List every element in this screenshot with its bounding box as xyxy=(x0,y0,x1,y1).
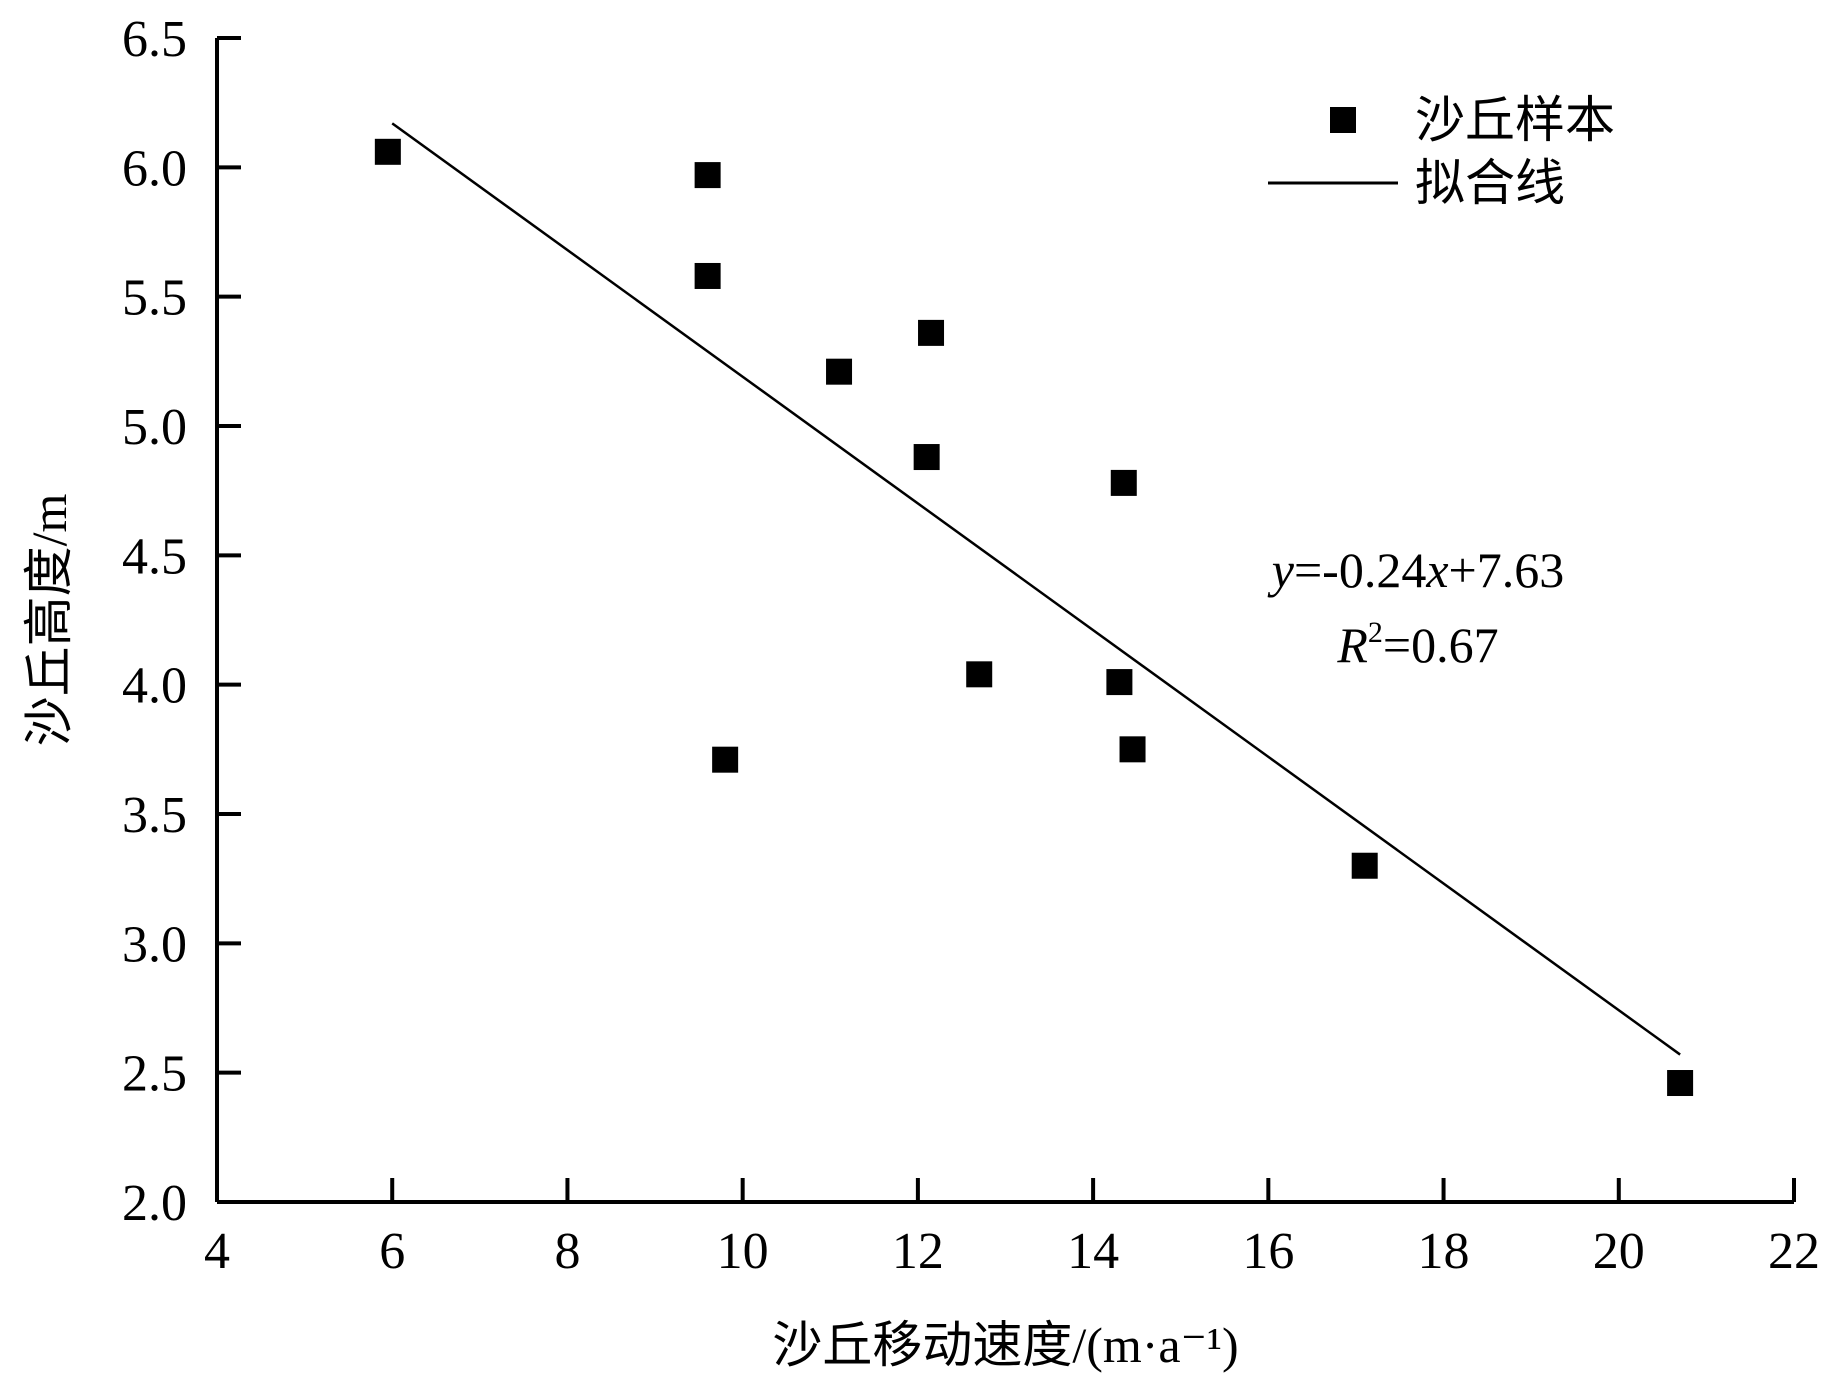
fit-line-layer xyxy=(391,122,1681,1056)
points-layer xyxy=(374,138,1694,1097)
r2-symbol: R xyxy=(1336,617,1368,673)
equation-slope: =-0.24 xyxy=(1294,542,1426,598)
y-tick-label: 4.5 xyxy=(122,528,187,585)
x-tick-label: 10 xyxy=(717,1223,769,1280)
scatter-point xyxy=(694,262,721,289)
y-tick-label: 5.5 xyxy=(122,270,187,327)
legend-marker-sample xyxy=(1330,107,1356,133)
y-ticks: 2.0 2.5 3.0 3.5 4.0 4.5 5.0 5.5 6.0 6.5 xyxy=(122,11,241,1232)
x-tick-label: 6 xyxy=(379,1223,405,1280)
scatter-point xyxy=(913,444,940,471)
y-tick-label: 6.5 xyxy=(122,11,187,68)
y-tick-label: 2.5 xyxy=(122,1046,187,1103)
scatter-point xyxy=(918,319,945,346)
y-tick-label: 6.0 xyxy=(122,140,187,197)
equation-y: y xyxy=(1267,542,1295,598)
r-squared: R2=0.67 xyxy=(1336,616,1498,673)
scatter-point xyxy=(712,746,739,773)
y-tick-label: 3.0 xyxy=(122,916,187,973)
equation-intercept: +7.63 xyxy=(1449,542,1565,598)
scatter-point xyxy=(966,661,993,688)
scatter-point xyxy=(1667,1070,1694,1097)
x-axis-title: 沙丘移动速度/(m·a⁻¹) xyxy=(772,1317,1238,1373)
scatter-point xyxy=(826,358,853,385)
x-tick-label: 12 xyxy=(892,1223,944,1280)
scatter-point xyxy=(694,162,721,189)
x-tick-label: 18 xyxy=(1418,1223,1470,1280)
x-tick-label: 8 xyxy=(554,1223,580,1280)
r2-value: =0.67 xyxy=(1383,617,1499,673)
fit-line xyxy=(391,122,1681,1056)
scatter-point xyxy=(1110,469,1137,496)
scatter-point xyxy=(374,138,401,165)
y-tick-label: 5.0 xyxy=(122,399,187,456)
x-ticks: 4 6 8 10 12 14 16 18 20 22 xyxy=(204,1178,1820,1280)
x-tick-label: 20 xyxy=(1593,1223,1645,1280)
equation-x: x xyxy=(1425,542,1448,598)
x-tick-label: 4 xyxy=(204,1223,230,1280)
x-tick-label: 22 xyxy=(1768,1223,1820,1280)
r2-superscript: 2 xyxy=(1368,616,1383,649)
legend-label-sample: 沙丘样本 xyxy=(1415,92,1615,148)
legend-label-fit: 拟合线 xyxy=(1415,155,1565,211)
regression-equation: y=-0.24x+7.63 xyxy=(1267,542,1564,598)
y-tick-label: 2.0 xyxy=(122,1175,187,1232)
legend: 沙丘样本 拟合线 xyxy=(1268,92,1615,211)
y-tick-label: 3.5 xyxy=(122,787,187,844)
scatter-point xyxy=(1119,736,1146,763)
scatter-point xyxy=(1106,669,1133,696)
y-axis-title: 沙丘高度/m xyxy=(21,494,77,747)
scatter-point xyxy=(1351,852,1378,879)
y-tick-label: 4.0 xyxy=(122,658,187,715)
x-tick-label: 16 xyxy=(1242,1223,1294,1280)
axes xyxy=(215,38,1794,1204)
x-tick-label: 14 xyxy=(1067,1223,1119,1280)
